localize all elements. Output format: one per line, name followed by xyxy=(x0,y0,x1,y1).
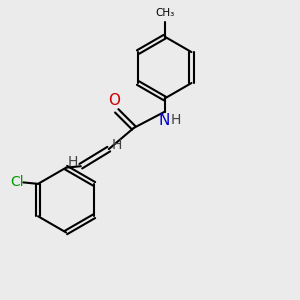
Text: H: H xyxy=(68,155,78,169)
Text: Cl: Cl xyxy=(11,176,24,189)
Text: N: N xyxy=(158,113,169,128)
Text: CH₃: CH₃ xyxy=(155,8,174,18)
Text: O: O xyxy=(108,94,120,109)
Text: H: H xyxy=(112,138,122,152)
Text: H: H xyxy=(171,113,181,127)
